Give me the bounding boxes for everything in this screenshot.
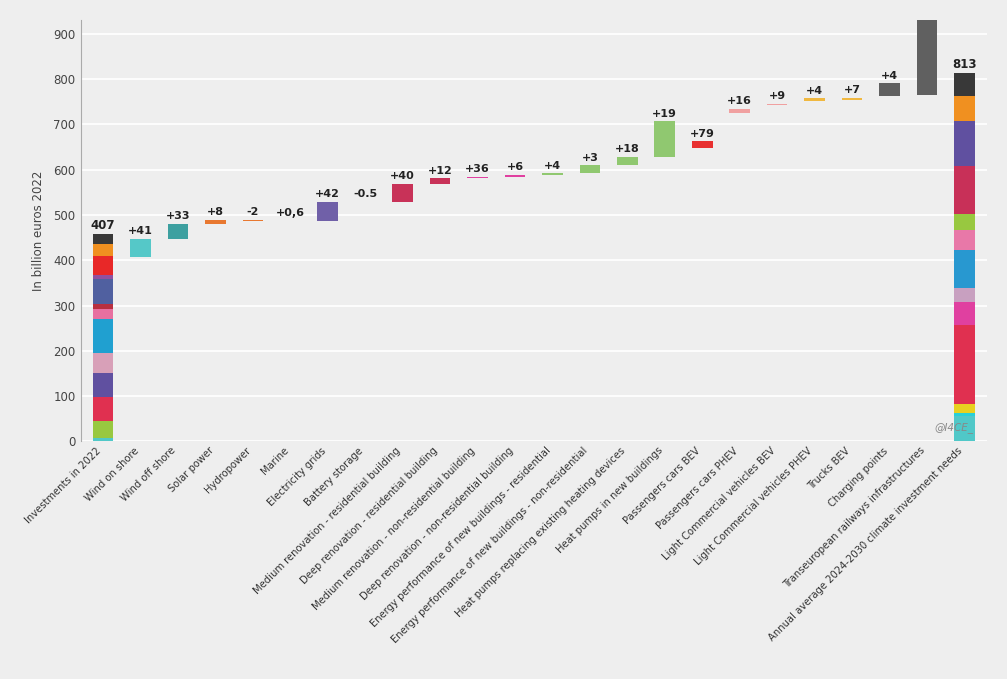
Bar [243,220,263,221]
Bar [805,98,825,101]
Bar [692,141,713,149]
Bar [93,279,114,304]
Text: 407: 407 [91,219,115,232]
Bar [93,319,114,353]
Bar [205,220,226,223]
Bar [954,121,975,166]
Text: +4: +4 [881,71,898,81]
Text: +4: +4 [544,161,561,170]
Bar [954,250,975,289]
Bar [93,256,114,275]
Bar [93,353,114,373]
Bar [954,96,975,121]
Bar [393,184,413,202]
Bar [617,157,637,165]
Bar [954,214,975,230]
Bar [93,420,114,438]
Bar [954,302,975,325]
Bar [954,73,975,96]
Text: +40: +40 [391,171,415,181]
Text: +33: +33 [166,211,190,221]
Text: 813: 813 [953,58,977,71]
Bar [93,397,114,420]
Text: +6: +6 [507,162,524,172]
Bar [729,109,750,113]
Bar [954,404,975,413]
Text: +18: +18 [615,144,639,154]
Text: +19: +19 [653,109,678,119]
Bar [167,223,188,238]
Text: +4: +4 [806,86,823,96]
Bar [916,0,938,94]
Bar [954,325,975,404]
Bar [317,202,338,221]
Bar [542,173,563,175]
Text: +0,6: +0,6 [276,208,305,218]
Bar [467,177,487,179]
Text: +7: +7 [844,85,861,95]
Bar [130,238,151,257]
Bar [954,289,975,302]
Y-axis label: In billion euros 2022: In billion euros 2022 [32,170,45,291]
Bar [655,122,675,157]
Text: +36: +36 [465,164,490,174]
Bar [954,416,975,441]
Bar [93,244,114,256]
Bar [954,230,975,250]
Text: +16: +16 [727,96,752,106]
Bar [93,373,114,397]
Text: @I4CE_: @I4CE_ [934,422,973,433]
Bar [842,98,862,100]
Bar [580,165,600,173]
Text: -0.5: -0.5 [353,189,378,199]
Text: +9: +9 [768,91,785,101]
Bar [879,84,900,96]
Text: +79: +79 [690,128,715,139]
Bar [505,175,526,177]
Bar [954,166,975,214]
Bar [93,304,114,309]
Text: +41: +41 [128,226,153,236]
Bar [767,104,787,105]
Bar [93,275,114,279]
Text: +8: +8 [206,207,224,217]
Text: -2: -2 [247,207,259,217]
Text: +42: +42 [315,189,340,199]
Bar [93,309,114,319]
Bar [430,179,450,184]
Bar [954,413,975,416]
Text: +12: +12 [428,166,452,176]
Bar [93,438,114,441]
Text: +3: +3 [581,153,598,162]
Bar [93,234,114,244]
